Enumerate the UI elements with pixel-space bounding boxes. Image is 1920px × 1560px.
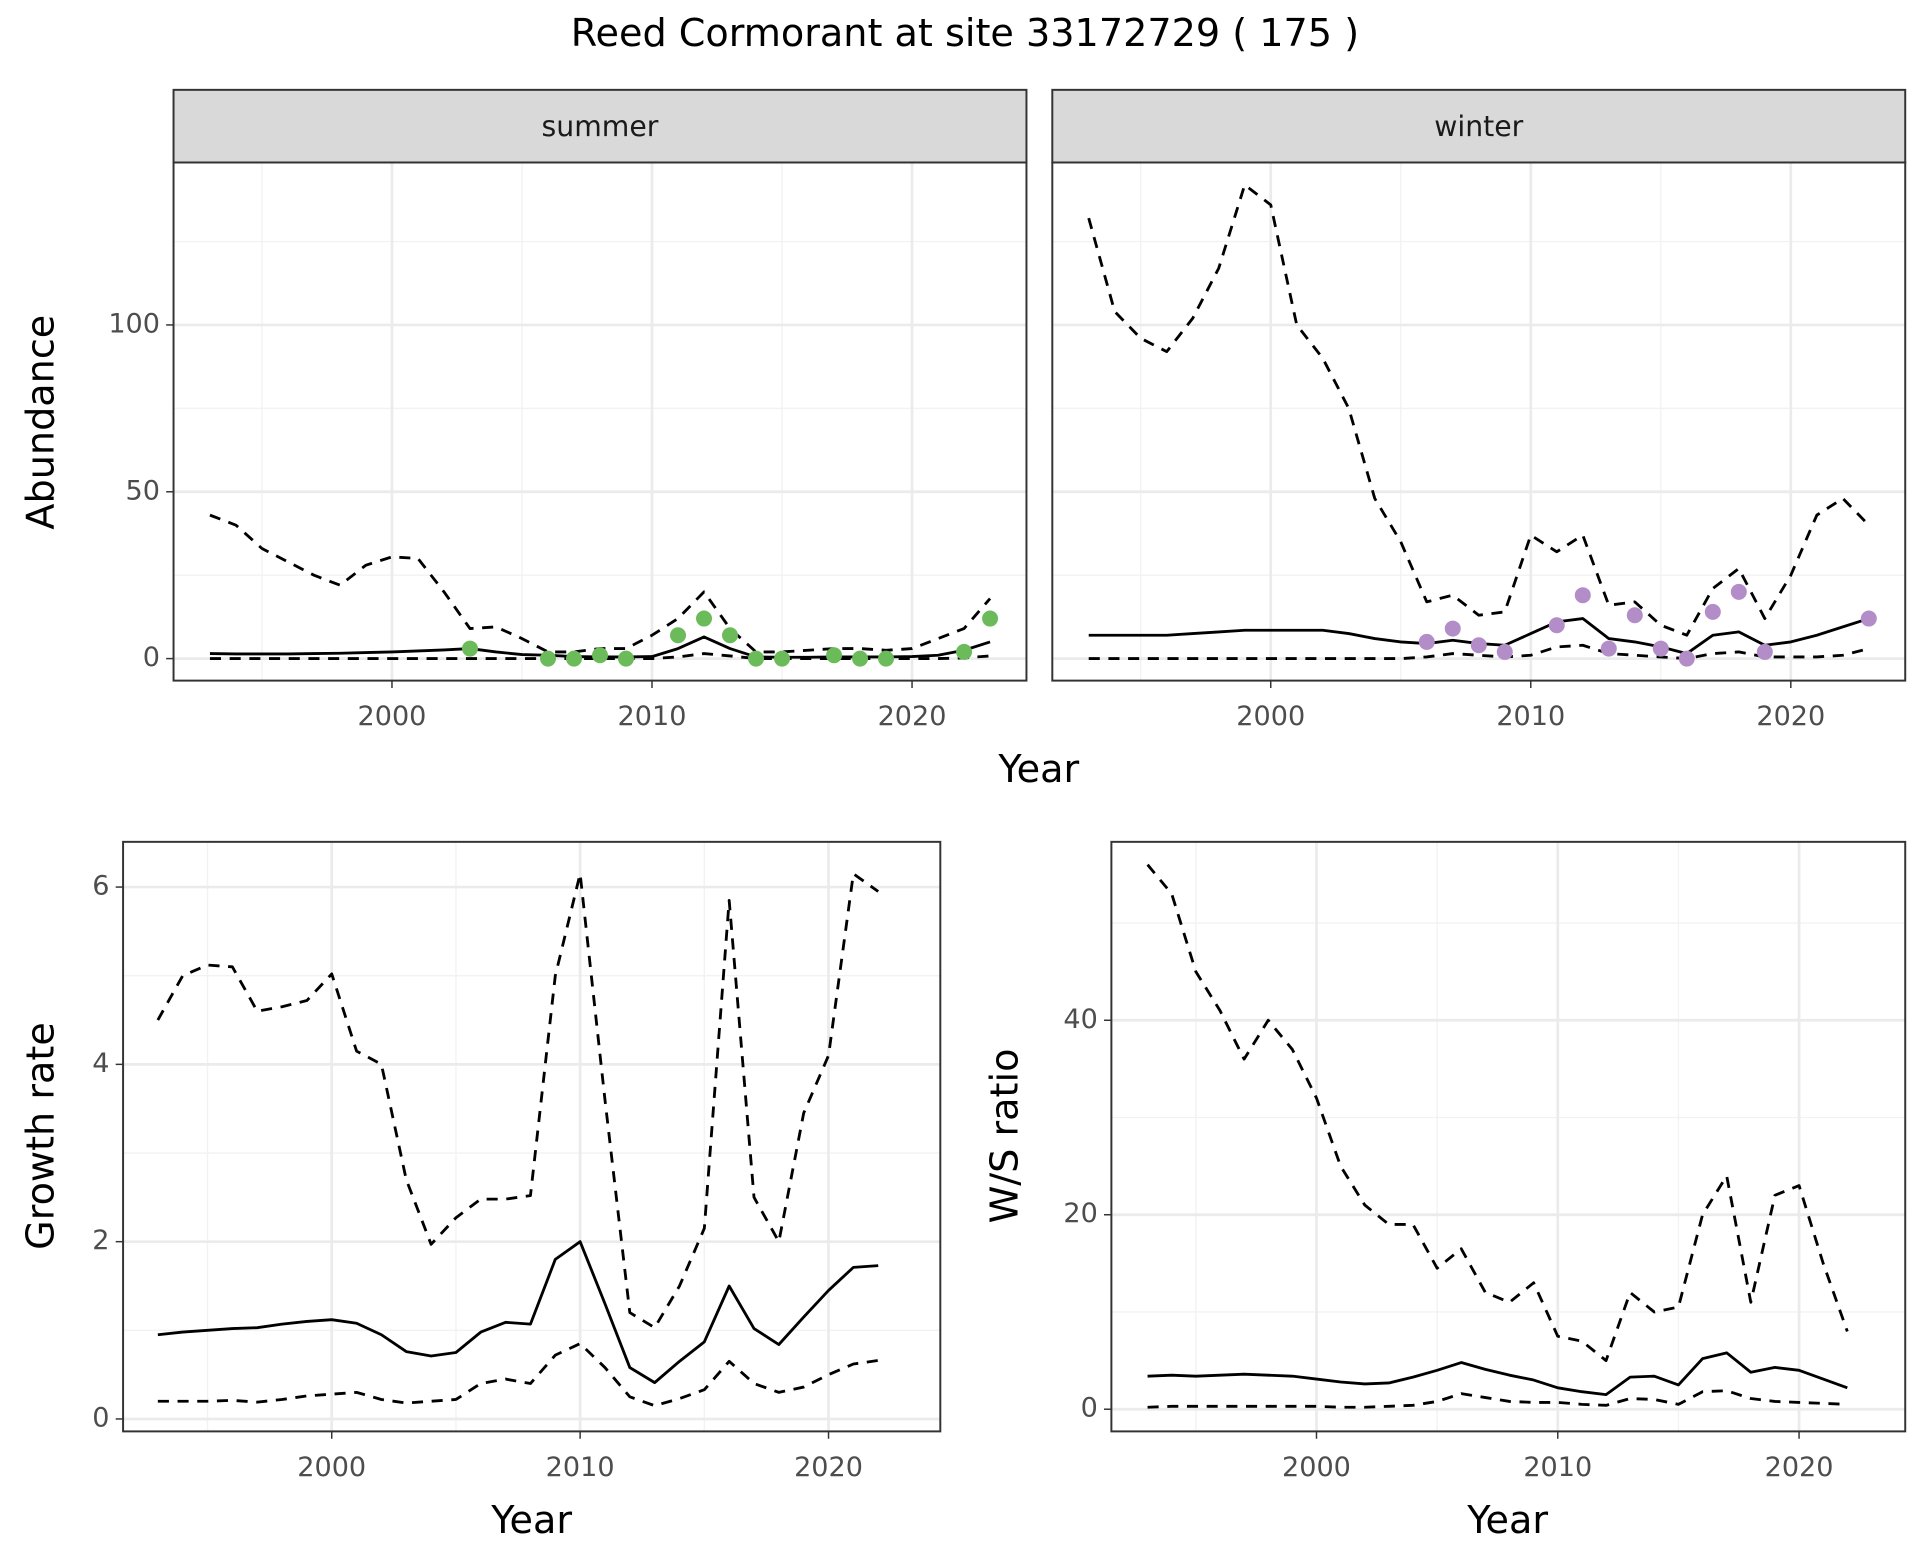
x-axis-title: Year xyxy=(997,747,1079,791)
observed-point xyxy=(1548,617,1565,634)
x-tick-label: 2010 xyxy=(1523,1452,1592,1483)
observed-point xyxy=(748,650,765,667)
observed-point xyxy=(696,610,713,627)
observed-point xyxy=(1600,640,1617,657)
observed-point xyxy=(1756,643,1773,660)
observed-point xyxy=(826,647,843,664)
y-tick-label: 50 xyxy=(126,475,160,506)
y-tick-label: 100 xyxy=(108,308,160,339)
observed-point xyxy=(1418,633,1435,650)
panel-border xyxy=(122,840,942,1433)
y-axis-title: Abundance xyxy=(19,315,63,530)
x-axis-title: Year xyxy=(1466,1498,1548,1542)
interval-line xyxy=(157,1342,879,1408)
observed-point xyxy=(878,650,895,667)
observed-point xyxy=(852,650,869,667)
observed-point xyxy=(1470,637,1487,654)
observed-point xyxy=(1730,583,1747,600)
observed-point xyxy=(1678,650,1695,667)
observed-point xyxy=(1496,643,1513,660)
interval-line xyxy=(1087,183,1870,637)
y-axis-title: W/S ratio xyxy=(982,1049,1026,1224)
x-tick-label: 2000 xyxy=(1236,701,1305,732)
observed-point xyxy=(539,650,556,667)
y-tick-label: 20 xyxy=(1063,1198,1097,1229)
x-tick-label: 2000 xyxy=(1282,1452,1351,1483)
panel-border xyxy=(1110,840,1907,1433)
observed-point xyxy=(461,640,478,657)
observed-point xyxy=(982,610,999,627)
x-tick-label: 2010 xyxy=(618,701,687,732)
observed-point xyxy=(670,627,687,644)
facet-strip xyxy=(1051,88,1907,164)
observed-point xyxy=(1444,620,1461,637)
y-tick-label: 40 xyxy=(1063,1004,1097,1035)
y-tick-label: 0 xyxy=(92,1402,109,1433)
observed-point xyxy=(1574,587,1591,604)
observed-point xyxy=(722,627,739,644)
y-tick-label: 4 xyxy=(92,1048,109,1079)
x-tick-label: 2020 xyxy=(1765,1452,1834,1483)
facet-strip xyxy=(172,88,1028,164)
observed-point xyxy=(565,650,582,667)
observed-point xyxy=(774,650,791,667)
observed-point xyxy=(956,643,973,660)
x-tick-label: 2000 xyxy=(297,1452,366,1483)
x-tick-label: 2010 xyxy=(1496,701,1565,732)
y-tick-label: 0 xyxy=(143,642,160,673)
observed-point xyxy=(1626,607,1643,624)
y-tick-label: 6 xyxy=(92,871,109,902)
interval-line xyxy=(1088,643,1870,661)
x-tick-label: 2020 xyxy=(1756,701,1825,732)
facet-label: winter xyxy=(1434,110,1523,143)
observed-point xyxy=(1704,603,1721,620)
interval-line xyxy=(1146,863,1849,1363)
observed-point xyxy=(592,647,608,664)
facet-label: summer xyxy=(542,110,659,143)
figure-title: Reed Cormorant at site 33172729 ( 175 ) xyxy=(571,11,1359,55)
y-axis-title: Growth rate xyxy=(19,1022,63,1250)
x-tick-label: 2000 xyxy=(358,701,427,732)
observed-point xyxy=(1652,640,1669,657)
observed-point xyxy=(1860,610,1877,627)
x-axis-title: Year xyxy=(490,1498,572,1542)
x-tick-label: 2020 xyxy=(878,701,947,732)
estimate-line xyxy=(1147,1351,1848,1397)
estimate-line xyxy=(157,1240,879,1385)
x-tick-label: 2010 xyxy=(546,1452,615,1483)
y-tick-label: 2 xyxy=(92,1225,109,1256)
observed-point xyxy=(618,650,635,667)
x-tick-label: 2020 xyxy=(794,1452,863,1483)
y-tick-label: 0 xyxy=(1081,1393,1098,1424)
